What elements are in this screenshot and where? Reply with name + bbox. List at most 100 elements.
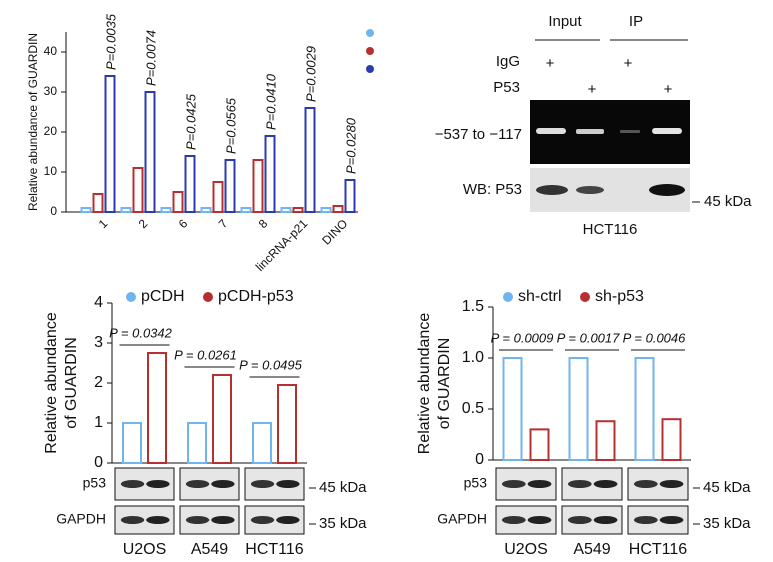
bar — [344, 179, 356, 213]
bar — [568, 357, 589, 461]
bar — [224, 159, 236, 213]
band-label: WB: P53 — [463, 181, 522, 198]
bar — [104, 75, 116, 213]
band — [567, 516, 592, 524]
band — [620, 130, 640, 133]
x-tick-label: 6 — [176, 216, 191, 231]
legend-marker — [126, 292, 136, 302]
band — [276, 516, 300, 524]
p-value: P=0.0565 — [223, 97, 238, 154]
legend-label: sh-p53 — [595, 288, 644, 305]
band — [567, 480, 592, 488]
y-axis-label: Relative abundance — [43, 312, 60, 454]
x-tick-label: 8 — [256, 216, 271, 231]
y-tick-label: 0 — [94, 454, 103, 471]
band — [120, 480, 145, 488]
bar — [320, 207, 332, 213]
y-axis-label: of GUARDIN — [436, 338, 453, 430]
marker-label: 35 kDa — [703, 515, 751, 532]
plus: + — [664, 81, 673, 98]
band — [633, 480, 658, 488]
p-value: P=0.0410 — [263, 73, 278, 130]
bar — [304, 107, 316, 213]
band — [659, 480, 684, 488]
x-tick-label: 7 — [216, 216, 231, 231]
band — [593, 516, 618, 524]
band — [250, 480, 275, 488]
y-tick-label: 3 — [94, 334, 103, 351]
bar — [252, 159, 264, 213]
band — [146, 480, 170, 488]
blot-row-label: p53 — [83, 475, 107, 491]
legend-marker — [580, 292, 590, 302]
p-value: P = 0.0261 — [174, 347, 237, 362]
bar — [120, 207, 132, 213]
bar — [252, 422, 272, 464]
legend-marker — [366, 47, 374, 55]
marker-label: 45 kDa — [703, 479, 751, 496]
row-label: P53 — [493, 79, 520, 96]
bar — [529, 428, 550, 461]
bar — [332, 205, 344, 213]
column-label: Input — [548, 13, 582, 30]
y-tick-label: 4 — [94, 294, 103, 311]
bar — [595, 420, 616, 461]
y-tick-label: 20 — [44, 124, 58, 138]
band — [501, 480, 526, 488]
band — [146, 516, 170, 524]
legend-marker — [366, 65, 374, 73]
p-value: P=0.0035 — [103, 13, 118, 70]
bar — [292, 207, 304, 213]
x-tick-label: HCT116 — [245, 541, 303, 558]
y-tick-label: 0 — [50, 204, 57, 218]
p-value: P=0.0029 — [303, 46, 318, 102]
legend-marker — [503, 292, 513, 302]
x-tick-label: A549 — [191, 541, 228, 558]
band — [593, 480, 618, 488]
bar — [200, 207, 212, 213]
band — [649, 184, 685, 196]
y-tick-label: 0.5 — [462, 400, 484, 417]
p-value: P = 0.0046 — [623, 330, 687, 345]
band — [250, 516, 275, 524]
bar — [280, 207, 292, 213]
band — [185, 480, 210, 488]
x-tick-label: U2OS — [123, 541, 167, 558]
y-axis-label: Relative abundance — [416, 313, 433, 455]
band — [633, 516, 658, 524]
y-tick-label: 1.5 — [462, 298, 484, 315]
p-value: P = 0.0342 — [109, 325, 173, 340]
y-tick-label: 1 — [94, 414, 103, 431]
legend-marker — [203, 292, 213, 302]
blot-row-label: GAPDH — [56, 511, 106, 527]
bar — [661, 418, 682, 462]
band — [120, 516, 145, 524]
legend-label: sh-ctrl — [518, 288, 562, 305]
band — [276, 480, 300, 488]
p-value: P = 0.0017 — [557, 330, 621, 345]
column-label: IP — [629, 13, 643, 30]
bar — [147, 352, 167, 464]
legend-marker — [366, 29, 374, 37]
blot-row-label: p53 — [464, 475, 488, 491]
x-tick-label: A549 — [573, 541, 610, 558]
band — [185, 516, 210, 524]
bar — [144, 91, 156, 213]
bar — [160, 207, 172, 213]
p-value: P=0.0425 — [183, 93, 198, 150]
band — [536, 185, 568, 195]
p-value: P = 0.0009 — [491, 330, 554, 345]
band — [576, 129, 604, 134]
band — [652, 128, 682, 134]
bar — [187, 422, 207, 464]
y-tick-label: 10 — [44, 164, 58, 178]
bar — [277, 384, 297, 464]
cell-line: HCT116 — [583, 221, 638, 238]
band — [576, 186, 604, 194]
plus: + — [588, 81, 597, 98]
band — [501, 516, 526, 524]
legend-label: pCDH — [141, 288, 185, 305]
y-tick-label: 1.0 — [462, 349, 484, 366]
band-label: −537 to −117 — [435, 126, 522, 143]
y-tick-label: 2 — [94, 374, 103, 391]
